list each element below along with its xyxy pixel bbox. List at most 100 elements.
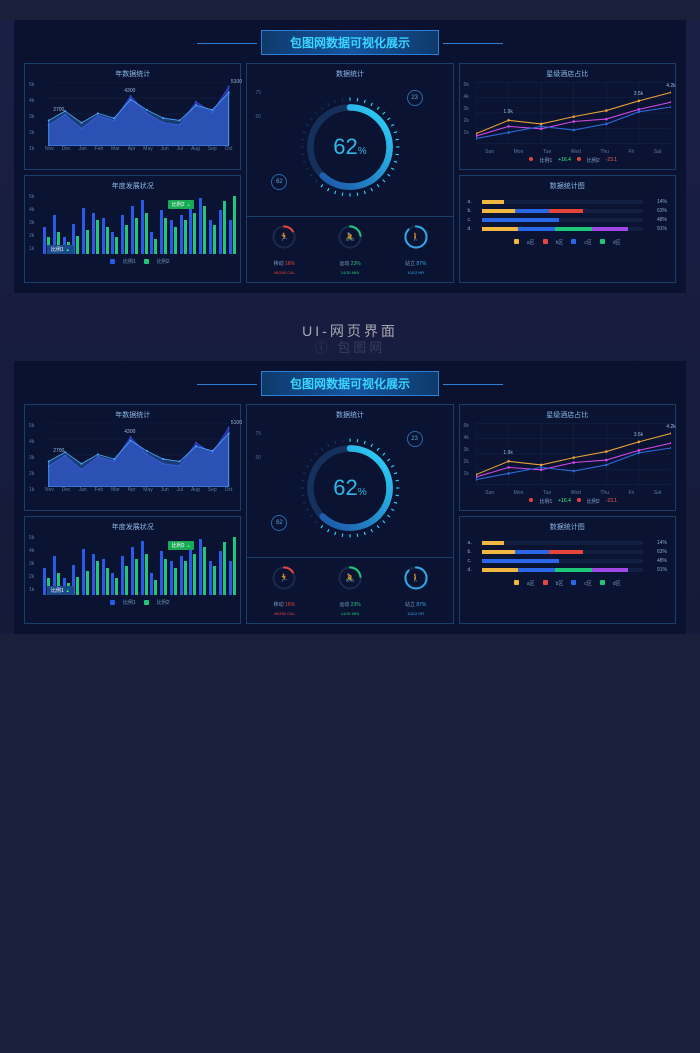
bar-legend: 比例1比例2 <box>43 595 236 606</box>
hbar-chart: a.14%b.63%c.48%d.91%a区b区c区d区 <box>464 535 671 589</box>
hbar-segment <box>549 209 583 213</box>
bar-group <box>121 194 129 254</box>
activity-value: 87% <box>416 261 426 267</box>
bar-s2 <box>174 227 177 253</box>
bar-s2 <box>125 566 128 595</box>
bar-s2 <box>145 554 148 595</box>
exercise-icon: 🚴 <box>345 574 355 583</box>
hbar-value: 14% <box>647 540 667 546</box>
y-axis: 5k4k3k2k1k <box>29 82 34 152</box>
hbar-label: c. <box>468 558 478 564</box>
activity-value: 23% <box>351 261 361 267</box>
bar-group <box>160 535 168 595</box>
data-label: 3.5k <box>634 91 643 97</box>
line-chart: 5k4k3k2k1k1.9k3.5k4.2kSunMonTueWedThuFri… <box>464 423 671 501</box>
bar-group <box>141 535 149 595</box>
bar-s1 <box>160 210 163 253</box>
panel-title: 年度发展状况 <box>29 521 236 535</box>
hbar-segment <box>482 209 516 213</box>
gauge-badge: 62 <box>271 515 287 531</box>
panel-gauge: 数据统计62%23627550🏃移动 16%49/280 CAL🚴运动 23%1… <box>246 404 453 624</box>
bar-group <box>229 535 237 595</box>
panel-title: 数据统计 <box>251 409 448 423</box>
bar-s2 <box>164 559 167 595</box>
hbar-row: d.91% <box>468 567 667 573</box>
bar-s1 <box>189 206 192 254</box>
panel-line: 星级酒店占比5k4k3k2k1k1.9k3.5k4.2kSunMonTueWed… <box>459 404 676 511</box>
hbar-value: 48% <box>647 558 667 564</box>
y-axis: 5k4k3k2k1k <box>29 194 34 252</box>
bar-group <box>111 535 119 595</box>
bar-s1 <box>170 220 173 254</box>
bar-s2 <box>164 218 167 254</box>
bar-group <box>111 194 119 254</box>
hbar-chart: a.14%b.63%c.48%d.91%a区b区c区d区 <box>464 194 671 248</box>
bar-chart: 5k4k3k2k1k比例2比例1比例1比例2 <box>29 194 236 276</box>
activity-move: 🏃移动 16%49/280 CAL <box>253 565 315 616</box>
bar-s1 <box>43 227 46 253</box>
bar-s1 <box>180 215 183 253</box>
activity-label: 运动 <box>339 602 350 608</box>
panel-title: 年度发展状况 <box>29 180 236 194</box>
bar-s2 <box>223 201 226 254</box>
bar-s1 <box>219 551 222 594</box>
bar-chart: 5k4k3k2k1k比例2比例1比例1比例2 <box>29 535 236 617</box>
hbar-segment <box>482 541 505 545</box>
bar-s2 <box>106 227 109 253</box>
dashboard: 包图网数据可视化展示年数据统计5k4k3k2k1k270043005100Nov… <box>14 361 686 634</box>
activity-sub: 14/30 MIN <box>319 611 381 616</box>
panel-area: 年数据统计5k4k3k2k1k270043005100NovDecJanFebM… <box>24 404 241 511</box>
bar-s1 <box>160 551 163 594</box>
panel-title: 数据统计图 <box>464 521 671 535</box>
hbar-label: a. <box>468 199 478 205</box>
hbar-segment <box>482 227 519 231</box>
panel-title: 年数据统计 <box>29 68 236 82</box>
ratio-tag: 比例2 <box>168 200 195 209</box>
data-label: 1.9k <box>503 450 512 456</box>
line-legend: 比例1+16.4比例2-23.1 <box>476 496 671 505</box>
panel-bars: 年度发展状况5k4k3k2k1k比例2比例1比例1比例2 <box>24 175 241 284</box>
bar-s2 <box>106 568 109 594</box>
panel-title: 数据统计 <box>251 68 448 82</box>
gauge-badge: 62 <box>271 174 287 190</box>
y-axis: 5k4k3k2k1k <box>464 423 469 477</box>
activity-label: 站立 <box>405 602 416 608</box>
activity-sub: 10/12 HR <box>385 270 447 275</box>
activity-label: 移动 <box>274 261 285 267</box>
gauge: 62%23627550 <box>251 82 448 212</box>
bar-s2 <box>154 239 157 253</box>
hbar-row: a.14% <box>468 199 667 205</box>
hbar-row: d.91% <box>468 226 667 232</box>
hbar-value: 48% <box>647 217 667 223</box>
activity-row: 🏃移动 16%49/280 CAL🚴运动 23%14/30 MIN🚶站立 87%… <box>251 562 448 619</box>
bar-s1 <box>150 573 153 595</box>
bar-s1 <box>170 561 173 595</box>
hbar-value: 91% <box>647 226 667 232</box>
bar-group <box>229 194 237 254</box>
hbar-row: c.48% <box>468 217 667 223</box>
activity-label: 移动 <box>274 602 285 608</box>
activity-exercise: 🚴 运动 23% 14/30 MIN <box>319 565 381 616</box>
bar-group <box>209 535 217 595</box>
activity-value: 23% <box>351 602 361 608</box>
gauge-value: 62% <box>333 134 366 160</box>
hbar-value: 63% <box>647 549 667 555</box>
bar-s2 <box>115 237 118 254</box>
hbar-label: b. <box>468 208 478 214</box>
data-label: 4.2k <box>666 424 675 430</box>
gauge-badge: 23 <box>407 431 423 447</box>
bar-s2 <box>174 568 177 594</box>
bar-s2 <box>76 577 79 595</box>
bar-s2 <box>154 580 157 594</box>
data-label: 3.5k <box>634 432 643 438</box>
bar-s1 <box>180 556 183 594</box>
title-bar: 包图网数据可视化展示 <box>20 367 680 400</box>
watermark: ⓘ 包图网 <box>315 337 386 356</box>
activity-label: 运动 <box>339 261 350 267</box>
bar-s1 <box>219 210 222 253</box>
move-icon: 🏃 <box>279 233 289 242</box>
activity-value: 16% <box>285 602 295 608</box>
bar-s1 <box>229 561 232 595</box>
bar-s2 <box>135 218 138 254</box>
bar-s2 <box>184 561 187 595</box>
